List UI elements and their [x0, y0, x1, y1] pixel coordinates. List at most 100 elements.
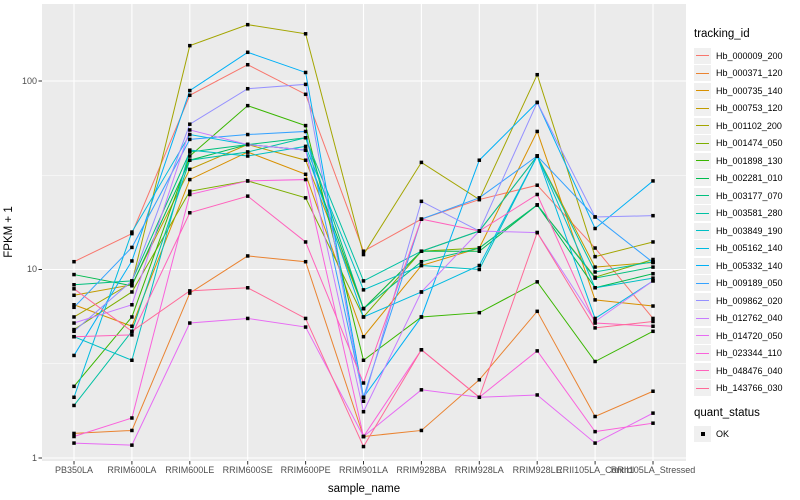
legend-item: Hb_143766_030: [694, 380, 800, 398]
data-point: [130, 416, 134, 420]
data-point: [188, 154, 192, 158]
legend-key: [694, 310, 711, 327]
data-point: [188, 321, 192, 325]
legend-key: [694, 222, 711, 239]
legend-item: Hb_001898_130: [694, 152, 800, 170]
data-point: [303, 144, 308, 149]
legend-item-label: Hb_005162_140: [716, 243, 783, 254]
data-point: [188, 93, 192, 98]
data-point: [303, 172, 308, 177]
x-tick-label: RRII105LA_Control: [556, 465, 635, 475]
legend-item: Hb_005332_140: [694, 257, 800, 275]
legend-item-label: Hb_014720_050: [716, 330, 783, 341]
data-point: [303, 123, 308, 128]
data-point: [303, 135, 308, 140]
data-point: [593, 359, 597, 364]
x-tick-label: RRII105LA_Stressed: [610, 465, 696, 475]
legend-line-swatch: [696, 300, 709, 302]
data-point: [130, 315, 134, 319]
x-tick-label: RRIM600SE: [222, 465, 273, 475]
data-point: [188, 192, 192, 197]
data-point: [72, 287, 76, 291]
data-point: [593, 441, 597, 445]
data-point: [419, 263, 424, 268]
x-tick-label: RRIM600LA: [107, 465, 157, 475]
data-point: [361, 279, 366, 283]
y-axis-title: FPKM + 1: [3, 206, 15, 258]
data-point: [188, 289, 192, 293]
legend-key: [694, 65, 711, 82]
data-point: [72, 303, 76, 307]
data-point: [593, 246, 597, 250]
data-point: [303, 325, 308, 329]
legend-line-swatch: [696, 125, 709, 127]
data-point: [130, 428, 134, 433]
legend-item-label: Hb_000735_140: [716, 85, 783, 96]
data-point: [130, 283, 134, 288]
data-point: [593, 254, 597, 259]
series-group: [72, 22, 655, 449]
data-point: [361, 288, 366, 292]
data-point: [593, 298, 597, 302]
x-tick-label: RRIM901LA: [338, 465, 389, 475]
legend-line-swatch: [696, 282, 709, 284]
legend-line-swatch: [696, 195, 709, 197]
x-tick-label: PB350LA: [54, 465, 94, 475]
data-point: [72, 441, 76, 445]
data-point: [361, 306, 366, 311]
data-point: [477, 246, 482, 250]
data-point: [593, 326, 597, 330]
legend-key: [694, 152, 711, 169]
x-tick-label: RRIM928BA: [396, 465, 447, 475]
legend-line-swatch: [696, 212, 709, 214]
data-point: [72, 259, 76, 264]
data-point: [188, 177, 192, 182]
legend-line-swatch: [696, 230, 709, 232]
data-point: [651, 179, 655, 183]
legend-key: [694, 327, 711, 344]
data-point: [419, 259, 424, 264]
quant-status-key: [694, 425, 711, 442]
data-point: [477, 229, 482, 233]
data-point: [535, 192, 539, 197]
data-point: [130, 245, 134, 250]
data-point: [72, 329, 76, 334]
data-point: [593, 414, 597, 419]
data-point: [188, 132, 192, 137]
x-axis-title: sample_name: [327, 483, 401, 495]
legend-item-label: Hb_002281_010: [716, 173, 783, 184]
legend-item-label: Hb_003177_070: [716, 190, 783, 201]
legend-item: Hb_014720_050: [694, 327, 800, 345]
data-point: [477, 378, 482, 382]
data-point: [303, 148, 308, 152]
data-point: [651, 213, 655, 218]
legend-key: [694, 205, 711, 222]
legend-key: [694, 100, 711, 117]
legend-line-swatch: [696, 370, 709, 372]
data-point: [593, 226, 597, 231]
data-point: [419, 388, 424, 392]
data-point: [593, 265, 597, 269]
data-point: [361, 381, 366, 385]
legend-item: Hb_002281_010: [694, 170, 800, 188]
data-point: [361, 334, 366, 339]
data-point: [651, 324, 655, 328]
data-point: [361, 444, 366, 449]
data-point: [72, 431, 76, 436]
legend-item: Hb_005162_140: [694, 240, 800, 258]
data-point: [303, 158, 308, 162]
legend-item: Hb_048476_040: [694, 362, 800, 380]
data-point: [245, 50, 250, 55]
data-point: [651, 279, 655, 283]
data-point: [72, 305, 76, 310]
data-point: [72, 395, 76, 400]
data-point: [419, 290, 424, 294]
data-point: [361, 252, 366, 257]
data-point: [361, 358, 366, 363]
data-point: [72, 384, 76, 389]
legend-line-swatch: [696, 247, 709, 249]
data-point: [130, 230, 134, 234]
data-point: [651, 265, 655, 269]
data-point: [651, 421, 655, 425]
